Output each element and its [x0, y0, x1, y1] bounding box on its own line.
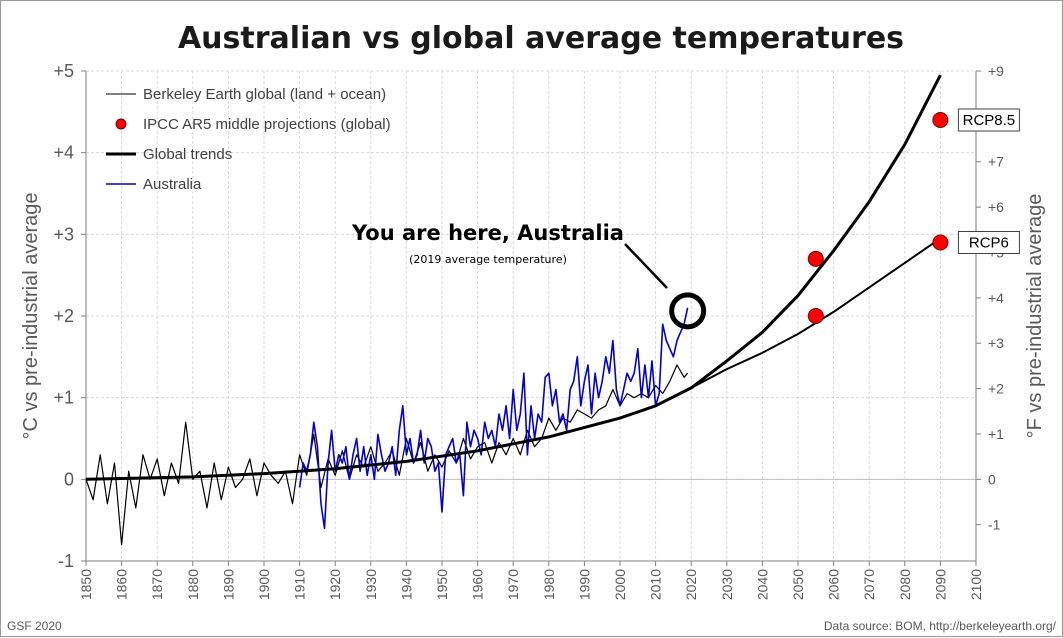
- chart-title: Australian vs global average temperature…: [178, 21, 904, 56]
- x-tick-label: 2010: [648, 569, 664, 600]
- annotation-subline: (2019 average temperature): [409, 253, 567, 266]
- legend-label-trend: Global trends: [143, 146, 232, 163]
- y-tick-label-left: -1: [58, 551, 74, 571]
- ipcc-point: [807, 250, 824, 267]
- x-tick-label: 2020: [683, 569, 699, 600]
- you-are-here-circle: [669, 292, 707, 330]
- y-tick-label-left: +2: [53, 306, 74, 326]
- y-tick-label-right: -1: [988, 517, 1001, 533]
- y-tick-label-right: +9: [988, 63, 1004, 79]
- ipcc-point: [932, 234, 949, 251]
- ipcc-label-box: [957, 231, 1020, 254]
- legend-label-ipcc: IPCC AR5 middle projections (global): [143, 116, 391, 133]
- series-trend-rcp85: [85, 74, 942, 481]
- y-tick-label-left: +3: [53, 224, 74, 244]
- x-tick-label: 2080: [897, 569, 913, 600]
- y-tick-label-right: 0: [988, 471, 996, 487]
- y-tick-label-left: +4: [53, 143, 74, 163]
- x-tick-label: 1890: [220, 569, 236, 600]
- y-tick-label-left: +1: [53, 388, 74, 408]
- x-tick-label: 2030: [719, 569, 735, 600]
- y-axis-label-left: °C vs pre-industrial average: [20, 193, 42, 440]
- x-tick-label: 1850: [78, 569, 94, 600]
- series-global: [85, 364, 689, 546]
- annotation-pointer: [624, 243, 668, 289]
- y-tick-label-right: +3: [988, 335, 1004, 351]
- x-tick-label: 1870: [149, 569, 165, 600]
- ipcc-label: RCP8.5: [963, 112, 1016, 129]
- ipcc-label: RCP6: [969, 235, 1009, 252]
- y-tick-label-right: +1: [988, 426, 1004, 442]
- footer-source: Data source: BOM, http://berkeleyearth.o…: [824, 619, 1057, 633]
- ipcc-point: [807, 308, 824, 324]
- x-tick-label: 1960: [470, 569, 486, 600]
- y-axis-label-right: °F vs pre-industrial average: [1024, 194, 1046, 439]
- x-tick-label: 2090: [932, 569, 948, 600]
- x-tick-label: 2060: [826, 569, 842, 600]
- x-tick-label: 1990: [576, 569, 592, 600]
- x-tick-label: 1860: [114, 569, 130, 600]
- ipcc-points: RCP8.5 RCP6: [807, 108, 1020, 324]
- y-tick-label-left: +5: [53, 61, 74, 81]
- annotation-headline: You are here, Australia: [351, 221, 624, 245]
- x-tick-label: 1880: [185, 569, 201, 600]
- ipcc-point: [932, 112, 949, 128]
- y-tick-label-right: +2: [988, 381, 1004, 397]
- y-tick-label-right: +6: [988, 199, 1004, 215]
- x-tick-label: 2070: [861, 569, 877, 600]
- legend-label-global: Berkeley Earth global (land + ocean): [143, 86, 386, 103]
- x-tick-label: 2040: [754, 569, 770, 600]
- y-tick-label-left: 0: [64, 469, 74, 489]
- x-tick-label: 1970: [505, 569, 521, 600]
- x-tick-label: 1900: [256, 569, 272, 600]
- x-tick-label: 2000: [612, 569, 628, 600]
- x-tick-label: 1980: [541, 569, 557, 600]
- legend: Berkeley Earth global (land + ocean) IPC…: [106, 86, 391, 193]
- legend-swatch-ipcc: [115, 118, 127, 130]
- x-tick-label: 1950: [434, 569, 450, 600]
- x-tick-label: 1930: [363, 569, 379, 600]
- series-australia: [298, 307, 689, 530]
- footer-credit: GSF 2020: [7, 619, 62, 633]
- x-tick-label: 2100: [968, 569, 984, 600]
- x-tick-label: 1940: [398, 569, 414, 600]
- annotation: You are here, Australia (2019 average te…: [351, 221, 707, 330]
- x-tick-label: 2050: [790, 569, 806, 600]
- y-tick-label-right: +4: [988, 290, 1004, 306]
- y-tick-label-right: +7: [988, 154, 1004, 170]
- legend-label-aus: Australia: [143, 176, 202, 193]
- x-tick-label: 1910: [292, 569, 308, 600]
- x-tick-label: 1920: [327, 569, 343, 600]
- ipcc-label-box: [957, 108, 1020, 132]
